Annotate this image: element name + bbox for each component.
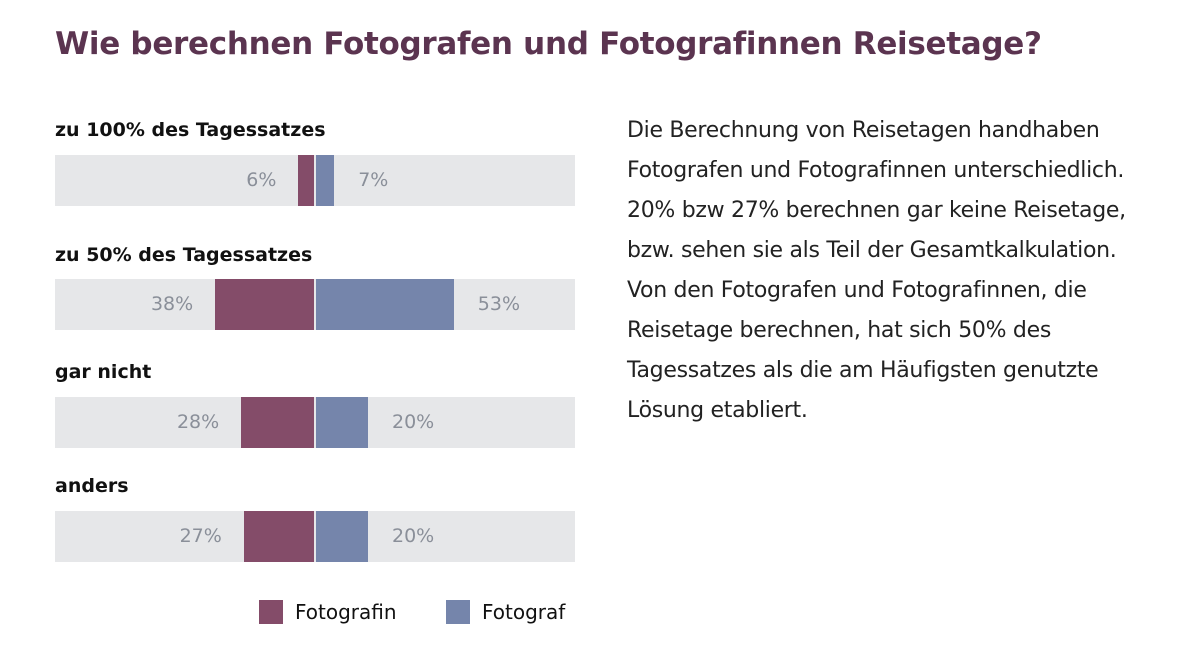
legend-label: Fotografin <box>295 600 397 624</box>
bar-track: 28% 20% <box>55 397 575 448</box>
category-label: zu 100% des Tagessatzes <box>55 119 326 141</box>
bar-track: 38% 53% <box>55 279 575 330</box>
legend-label: Fotograf <box>482 600 566 624</box>
bar-fotograf <box>316 511 368 562</box>
bar-track: 27% 20% <box>55 511 575 562</box>
value-label-fotograf: 53% <box>477 293 521 315</box>
legend-swatch <box>259 600 283 624</box>
category-label: anders <box>55 475 129 497</box>
value-label-fotografin: 6% <box>246 169 277 191</box>
bar-fotograf <box>316 397 368 448</box>
value-label-fotografin: 28% <box>176 411 220 433</box>
bar-fotografin <box>243 511 314 562</box>
value-label-fotograf: 20% <box>392 411 435 433</box>
bar-fotograf <box>316 279 454 330</box>
category-label: gar nicht <box>55 361 152 383</box>
legend-item: Fotograf <box>446 600 565 624</box>
legend-item: Fotografin <box>259 600 397 624</box>
legend-swatch <box>446 600 470 624</box>
bar-fotografin <box>241 397 314 448</box>
bar-fotografin <box>298 155 314 206</box>
value-label-fotograf: 7% <box>358 169 389 191</box>
value-label-fotograf: 20% <box>392 525 435 547</box>
bar-fotografin <box>215 279 314 330</box>
value-label-fotografin: 38% <box>150 293 194 315</box>
description-paragraph: Die Berechnung von Reisetagen handhaben … <box>627 118 1126 423</box>
bar-fotograf <box>316 155 335 206</box>
bar-track: 6% 7% <box>55 155 575 206</box>
value-label-fotografin: 27% <box>179 525 222 547</box>
chart-title: Wie berechnen Fotografen und Fotografinn… <box>55 26 1042 62</box>
category-label: zu 50% des Tagessatzes <box>55 244 313 266</box>
